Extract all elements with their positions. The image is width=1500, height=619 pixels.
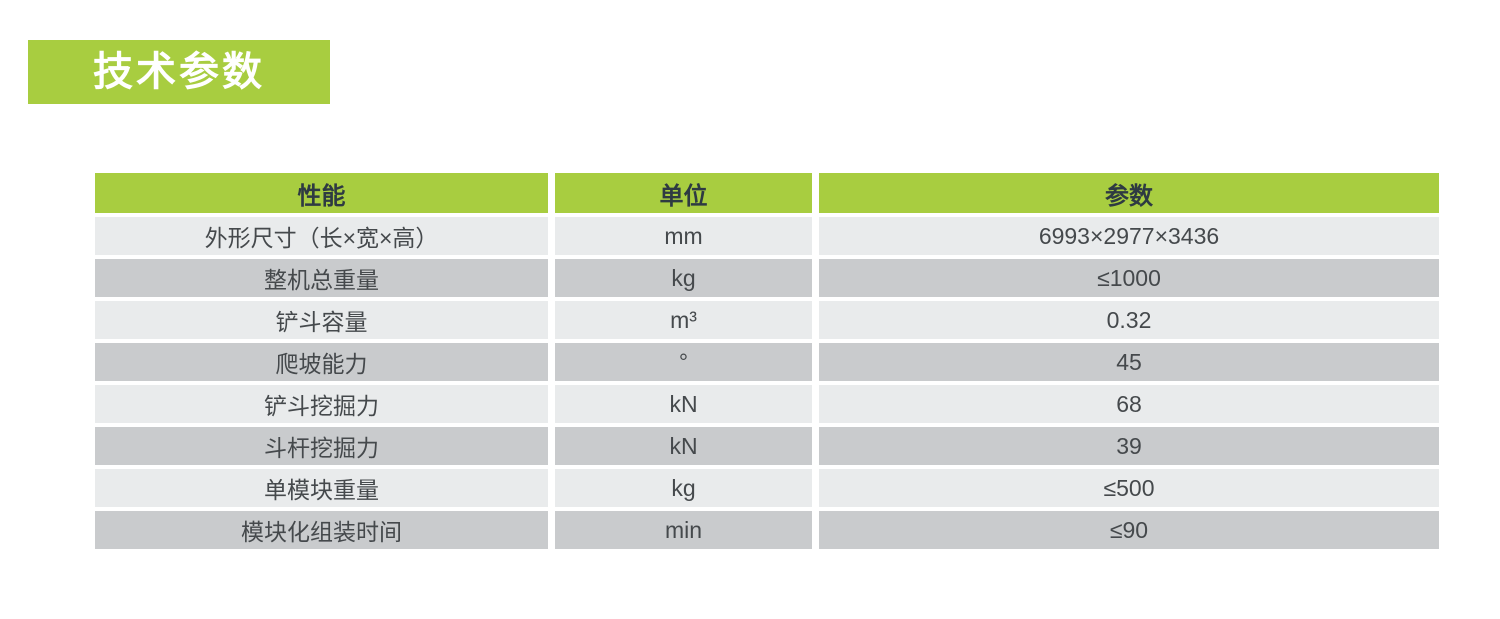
table-row: 整机总重量 kg ≤1000 [95,259,1439,297]
table-row: 铲斗挖掘力 kN 68 [95,385,1439,423]
value-cell: 45 [819,343,1439,381]
unit-cell: mm [555,217,812,255]
column-header-property: 性能 [95,173,548,213]
column-header-unit: 单位 [555,173,812,213]
property-cell: 爬坡能力 [95,343,548,381]
unit-cell: ° [555,343,812,381]
value-cell: ≤500 [819,469,1439,507]
table-row: 爬坡能力 ° 45 [95,343,1439,381]
unit-cell: kN [555,385,812,423]
value-cell: 0.32 [819,301,1439,339]
table-header-row: 性能 单位 参数 [95,173,1439,213]
unit-cell: m³ [555,301,812,339]
table-row: 斗杆挖掘力 kN 39 [95,427,1439,465]
table-row: 外形尺寸（长×宽×高） mm 6993×2977×3436 [95,217,1439,255]
property-cell: 斗杆挖掘力 [95,427,548,465]
property-cell: 模块化组装时间 [95,511,548,549]
unit-cell: min [555,511,812,549]
unit-cell: kg [555,259,812,297]
table-row: 铲斗容量 m³ 0.32 [95,301,1439,339]
property-cell: 整机总重量 [95,259,548,297]
technical-parameters-table: 性能 单位 参数 外形尺寸（长×宽×高） mm 6993×2977×3436 整… [88,169,1446,553]
section-title-badge: 技术参数 [28,40,330,104]
property-cell: 外形尺寸（长×宽×高） [95,217,548,255]
value-cell: 6993×2977×3436 [819,217,1439,255]
property-cell: 铲斗容量 [95,301,548,339]
table-row: 单模块重量 kg ≤500 [95,469,1439,507]
unit-cell: kN [555,427,812,465]
property-cell: 铲斗挖掘力 [95,385,548,423]
value-cell: 39 [819,427,1439,465]
value-cell: ≤1000 [819,259,1439,297]
property-cell: 单模块重量 [95,469,548,507]
column-header-value: 参数 [819,173,1439,213]
section-title: 技术参数 [93,50,265,94]
table-row: 模块化组装时间 min ≤90 [95,511,1439,549]
value-cell: 68 [819,385,1439,423]
value-cell: ≤90 [819,511,1439,549]
unit-cell: kg [555,469,812,507]
